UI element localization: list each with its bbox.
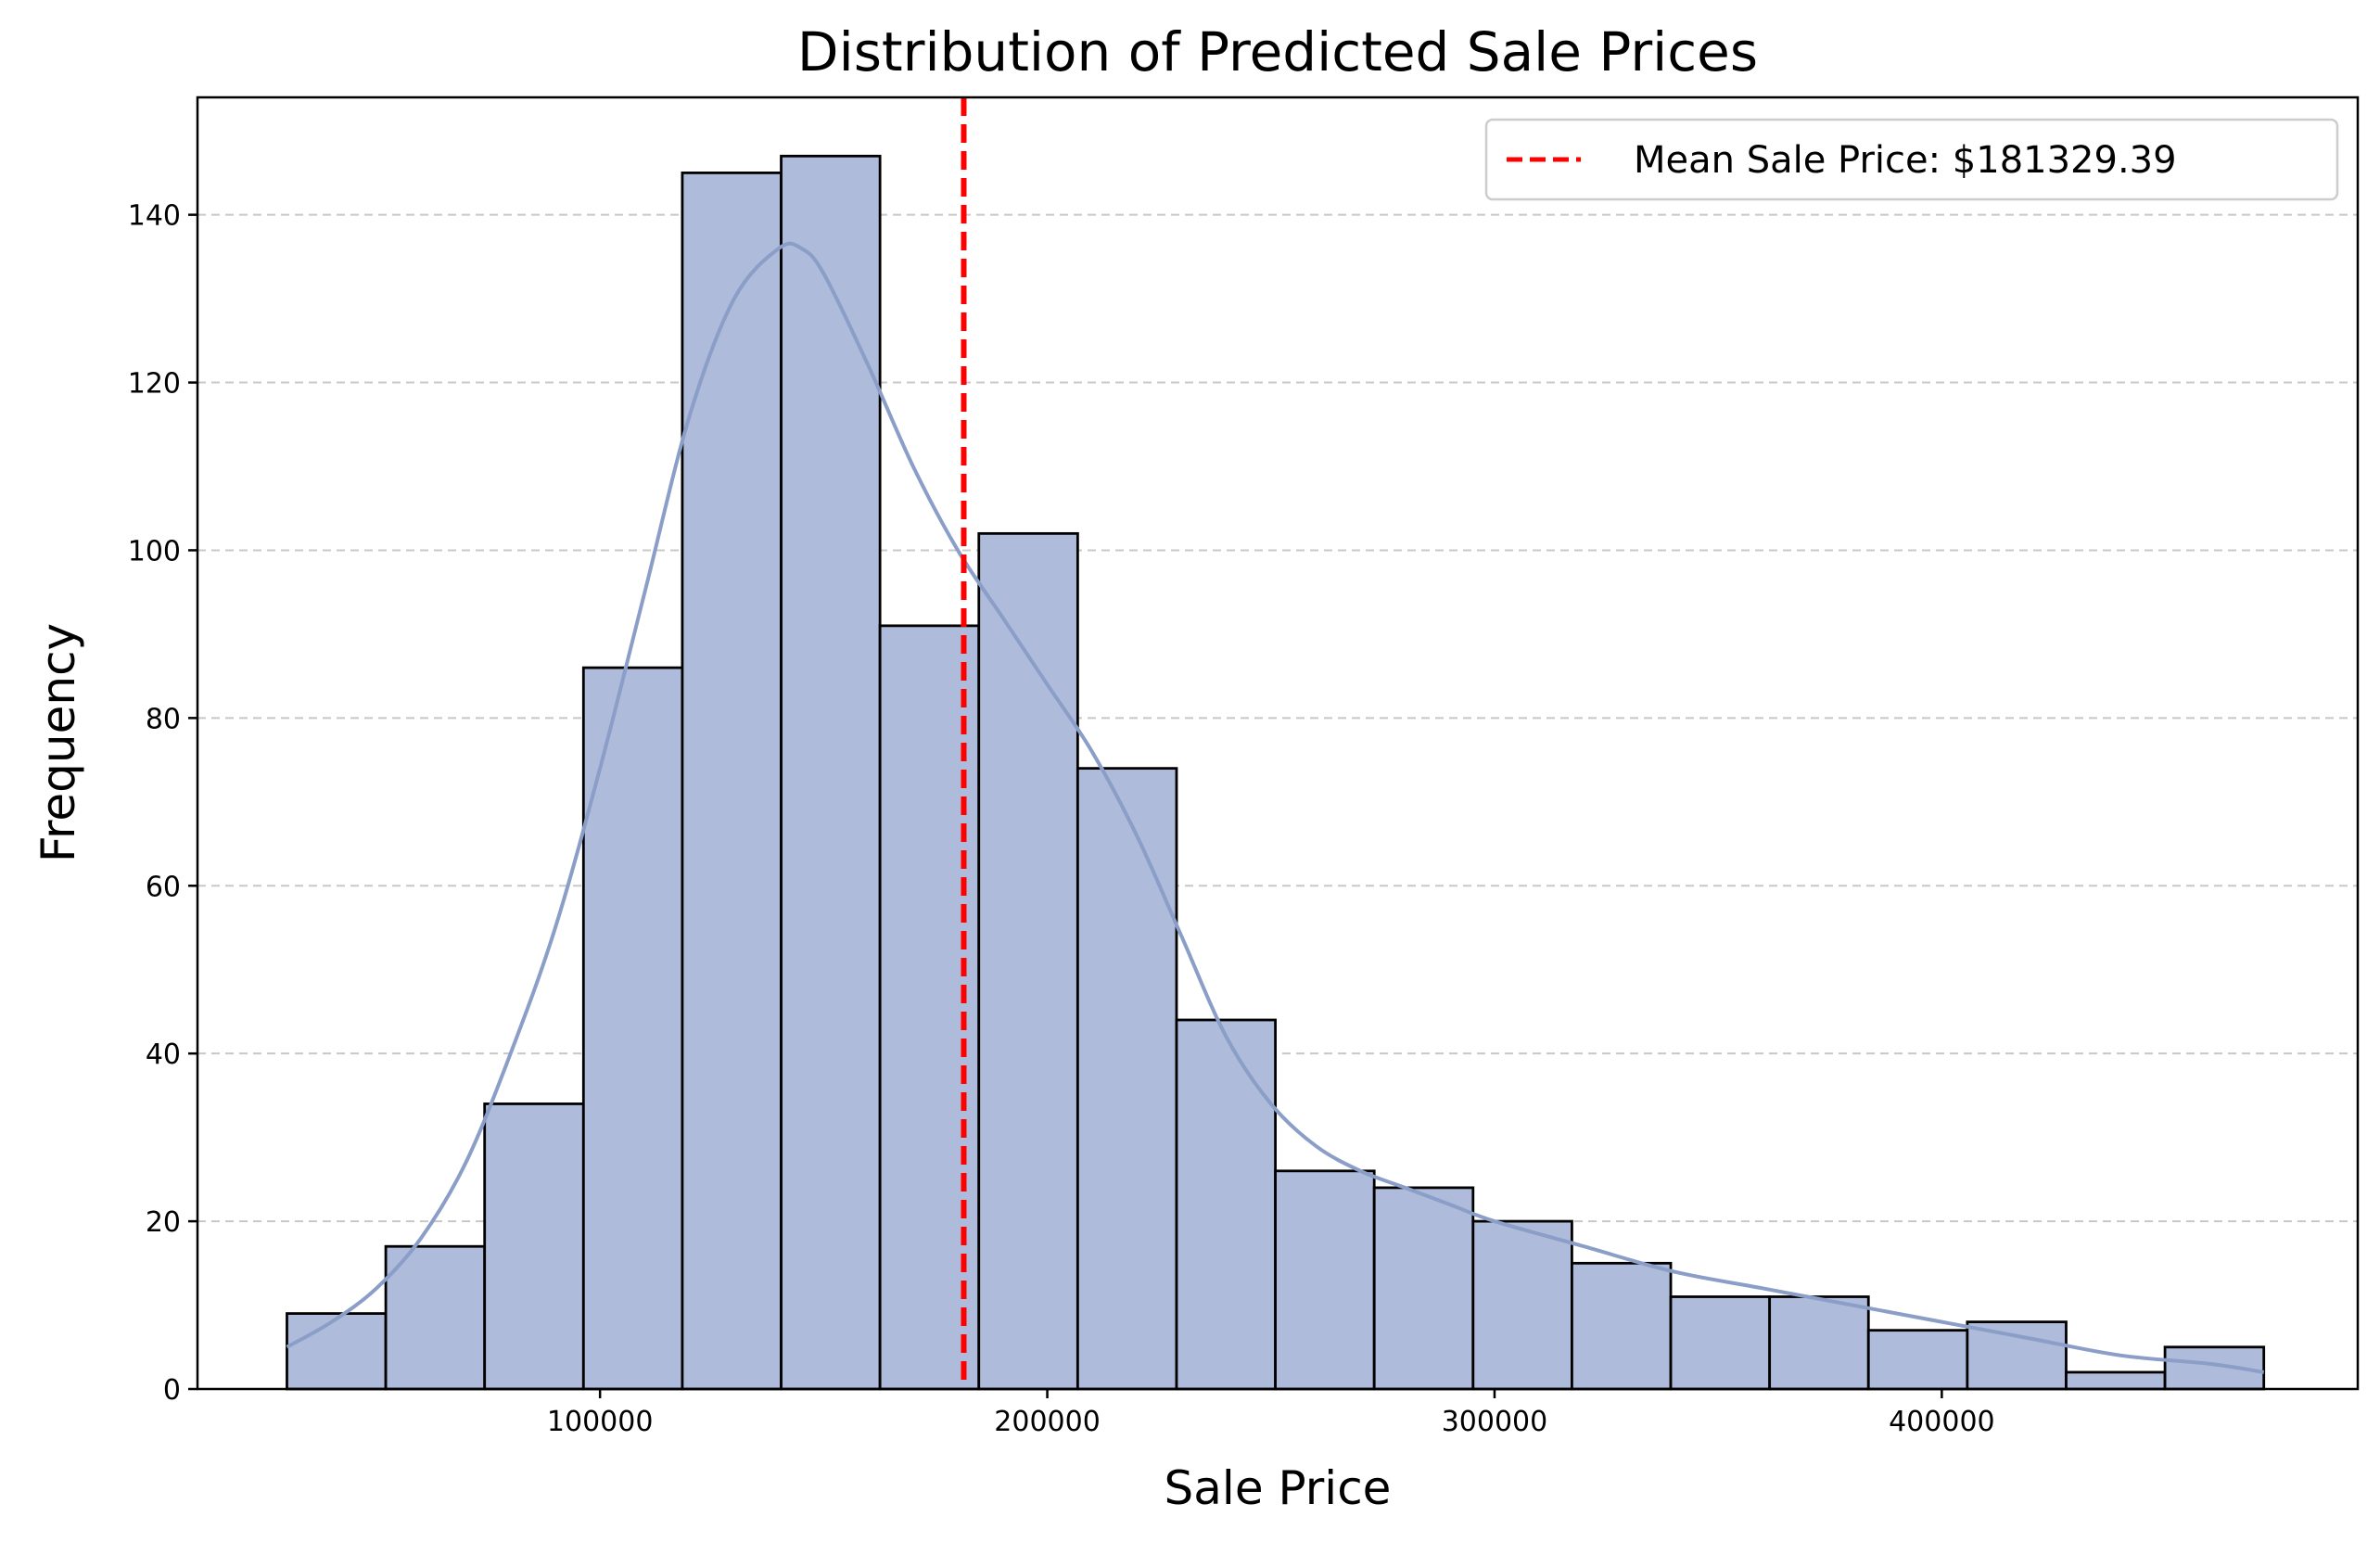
histogram-bar: [780, 154, 882, 1391]
kde-layer: [286, 241, 2265, 1374]
histogram-bar: [1372, 1186, 1475, 1391]
histogram-bar: [384, 1244, 487, 1391]
kde-curve: [286, 241, 2265, 1374]
histogram-bar: [1768, 1295, 1870, 1391]
y-tick-label: 120: [128, 368, 181, 401]
legend-mean-label: Mean Sale Price: $181329.39: [1634, 139, 2177, 182]
x-tick-label: 300000: [1442, 1406, 1548, 1438]
legend-box: [1484, 118, 2339, 201]
histogram-bar: [483, 1102, 585, 1391]
histogram-bar: [1866, 1329, 1969, 1391]
chart-title: Distribution of Predicted Sale Prices: [797, 20, 1758, 83]
y-tick-label: 100: [128, 535, 181, 567]
histogram-bar: [1471, 1219, 1573, 1391]
y-tick-label: 0: [163, 1374, 181, 1407]
histogram-bar: [1075, 767, 1178, 1391]
histogram-bar: [1175, 1018, 1277, 1391]
x-axis-title: Sale Price: [1165, 1461, 1392, 1515]
x-tick-label: 100000: [547, 1406, 654, 1438]
histogram-bar: [1274, 1169, 1376, 1391]
plot-frame: [196, 96, 2360, 1391]
x-tick-label: 400000: [1889, 1406, 1995, 1438]
histogram-bar: [2065, 1370, 2167, 1391]
gridlines: [197, 213, 2358, 1223]
y-axis-title: Frequency: [32, 623, 85, 862]
histogram-bar: [878, 624, 981, 1391]
histogram-bar: [286, 1312, 388, 1391]
x-tick-label: 200000: [994, 1406, 1101, 1438]
histogram-bar: [1571, 1261, 1673, 1391]
y-axis-ticks: 0 20 40 60 80 100 120 140: [128, 200, 197, 1407]
y-tick-label: 140: [128, 200, 181, 233]
y-tick-label: 40: [146, 1039, 181, 1071]
histogram-bar: [1669, 1295, 1772, 1391]
x-axis-ticks: 100000 200000 300000 400000: [547, 1389, 1995, 1438]
y-tick-label: 20: [146, 1206, 181, 1239]
histogram-bars: [286, 154, 2266, 1391]
y-tick-label: 60: [146, 871, 181, 903]
histogram-bar: [681, 172, 783, 1391]
histogram-bar: [977, 531, 1079, 1391]
y-tick-label: 80: [146, 703, 181, 735]
legend: Mean Sale Price: $181329.39: [1484, 118, 2339, 201]
histogram-bar: [1966, 1320, 2068, 1391]
